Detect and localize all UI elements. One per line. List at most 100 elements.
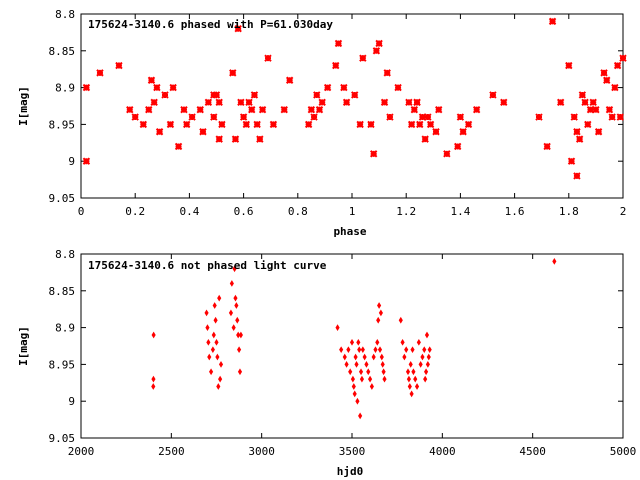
unphased-data-point	[427, 346, 432, 354]
unphased-data-point	[213, 316, 218, 324]
phased-data-point	[594, 128, 603, 136]
unphased-data-point	[228, 309, 234, 317]
phased-data-point	[126, 105, 134, 114]
unphased-data-point	[151, 375, 156, 383]
unphased-xtick-label: 2500	[158, 445, 185, 458]
unphased-data-point	[362, 353, 367, 361]
phased-data-point	[96, 69, 104, 77]
unphased-data-point	[359, 375, 365, 383]
unphased-xtick-label: 5000	[610, 445, 637, 458]
phased-data-point	[603, 76, 611, 84]
unphased-ytick-label: 8.85	[49, 285, 76, 298]
phased-data-point	[237, 98, 245, 107]
unphased-xtick-label: 3000	[248, 445, 275, 458]
unphased-data-point	[377, 346, 383, 354]
unphased-data-point	[418, 361, 423, 368]
phased-data-point	[443, 150, 451, 158]
phased-xtick-label: 0.8	[288, 205, 308, 218]
phased-data-point	[258, 105, 267, 114]
unphased-data-point	[375, 338, 380, 346]
phased-data-point	[196, 105, 204, 114]
unphased-plot-ticks: 2000 2500 3000 3500 4000 4500 5000 8.8 8.85 8.9 8.…	[49, 248, 637, 458]
unphased-data-point	[402, 353, 407, 361]
phased-data-point	[269, 120, 278, 129]
phased-plot: 0 0.2 0.4 0.6 0.8 1 1.2 1.4 1.6 1.8 2 8.8 8.85 8.9 8.9…	[17, 8, 627, 238]
phased-data-point	[589, 98, 597, 107]
unphased-data-point	[354, 361, 359, 368]
phased-data-point	[489, 91, 497, 99]
phased-data-point	[380, 98, 389, 107]
phased-data-point	[169, 83, 177, 92]
unphased-data-point	[426, 353, 431, 361]
phased-data-point	[245, 98, 253, 107]
phased-data-point	[453, 142, 462, 151]
phased-data-point	[613, 61, 622, 70]
unphased-plot-points	[151, 257, 557, 420]
unphased-plot: 2000 2500 3000 3500 4000 4500 5000 8.8 8.85 8.9 8.…	[17, 248, 636, 478]
phased-data-point	[424, 113, 432, 121]
phased-data-point	[174, 142, 183, 151]
unphased-data-point	[151, 331, 156, 339]
unphased-data-point	[237, 346, 242, 354]
phased-data-point	[586, 105, 595, 114]
phased-data-point	[581, 98, 589, 107]
phased-plot-ylabel: I[mag]	[17, 86, 30, 126]
phased-data-point	[584, 120, 592, 129]
phased-data-point	[500, 98, 508, 107]
phased-data-point	[619, 54, 627, 62]
unphased-xtick-label: 4500	[519, 445, 546, 458]
unphased-data-point	[237, 368, 243, 376]
unphased-data-point	[210, 346, 215, 354]
phased-xtick-label: 0.2	[125, 205, 145, 218]
unphased-data-point	[367, 375, 373, 383]
phased-ytick-label: 8.9	[55, 82, 75, 95]
unphased-data-point	[406, 375, 411, 383]
phased-data-point	[413, 98, 421, 107]
unphased-data-point	[229, 280, 234, 287]
phased-data-point	[307, 105, 316, 114]
unphased-data-point	[211, 331, 216, 339]
phased-xtick-label: 0.6	[234, 205, 254, 218]
phased-data-point	[145, 105, 153, 114]
phased-ytick-label: 8.8	[55, 8, 75, 21]
unphased-data-point	[339, 346, 344, 354]
phased-data-point	[264, 54, 272, 62]
phased-data-point	[204, 98, 213, 107]
phased-data-point	[188, 113, 196, 121]
phased-data-point	[180, 105, 188, 114]
unphased-data-point	[408, 361, 413, 368]
unphased-data-point	[424, 368, 429, 376]
unphased-data-point	[236, 331, 241, 339]
phased-data-point	[372, 47, 381, 55]
phased-data-point	[323, 83, 332, 92]
phased-data-point	[611, 83, 619, 92]
phased-data-point	[218, 120, 226, 129]
phased-data-point	[161, 91, 169, 99]
phased-data-point	[592, 105, 600, 114]
phased-data-point	[359, 54, 367, 62]
phased-data-point	[280, 105, 288, 114]
phased-xtick-label: 1.6	[505, 205, 525, 218]
unphased-data-point	[360, 346, 365, 354]
phased-data-point	[334, 39, 343, 48]
phased-data-point	[535, 113, 543, 121]
unphased-data-point	[231, 324, 236, 331]
unphased-data-point	[233, 294, 238, 302]
phased-data-point	[285, 76, 294, 84]
unphased-data-point	[349, 338, 355, 346]
phased-data-point	[131, 113, 139, 121]
phased-data-point	[394, 83, 402, 92]
phased-xtick-label: 1.8	[559, 205, 579, 218]
phased-plot-ticks: 0 0.2 0.4 0.6 0.8 1 1.2 1.4 1.6 1.8 2 8.8 8.85 8.9 8.9…	[49, 8, 627, 218]
unphased-data-point	[400, 338, 405, 346]
phased-data-point	[256, 135, 264, 143]
phased-data-point	[418, 113, 427, 121]
phased-xtick-label: 2	[620, 205, 627, 218]
unphased-plot-title: 175624-3140.6 not phased light curve	[88, 259, 327, 272]
unphased-data-point	[416, 338, 421, 346]
phased-data-point	[139, 120, 148, 129]
unphased-data-point	[352, 390, 357, 398]
phased-data-point	[356, 120, 364, 129]
phased-data-point	[616, 113, 624, 121]
